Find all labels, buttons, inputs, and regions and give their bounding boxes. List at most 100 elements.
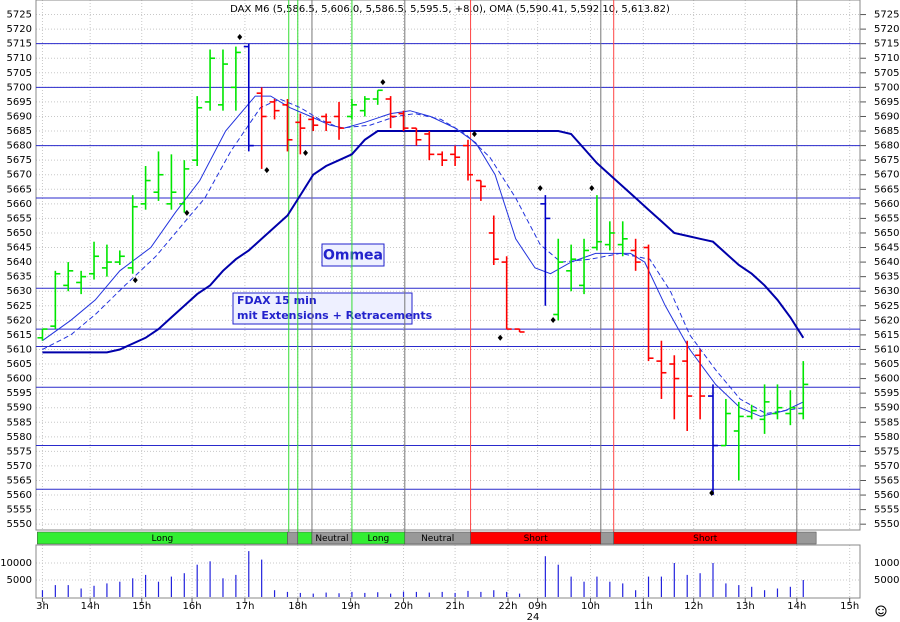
y-tick-label: 5575 bbox=[7, 446, 32, 457]
x-tick-label: 10h bbox=[581, 601, 600, 612]
swing-marker bbox=[497, 334, 503, 341]
annotation-box bbox=[321, 243, 385, 267]
y-tick-label: 5575 bbox=[874, 446, 899, 457]
y-tick-label: 5640 bbox=[7, 257, 32, 268]
y-tick-label: 5720 bbox=[7, 24, 32, 35]
chart-title: DAX M6 (5,586.5, 5,606.0, 5,586.5, 5,595… bbox=[230, 4, 670, 15]
y-tick-label: 5560 bbox=[7, 490, 32, 501]
y-tick-label: 5705 bbox=[874, 68, 899, 79]
y-tick-label: 5550 bbox=[874, 519, 899, 530]
y-tick-label: 5700 bbox=[7, 82, 32, 93]
y-tick-label: 5600 bbox=[7, 374, 32, 385]
y-tick-label: 5625 bbox=[874, 301, 899, 312]
swing-marker bbox=[709, 490, 715, 497]
y-tick-label: 5720 bbox=[874, 24, 899, 35]
y-tick-label: 5595 bbox=[874, 388, 899, 399]
y-tick-label: 5670 bbox=[874, 170, 899, 181]
x-tick-label: 19h bbox=[341, 601, 360, 612]
x-tick-label: 09h bbox=[528, 601, 547, 612]
y-tick-label: 5660 bbox=[7, 199, 32, 210]
moving-average bbox=[42, 98, 804, 415]
y-tick-label: 5645 bbox=[874, 243, 899, 254]
smiley bbox=[875, 605, 887, 617]
y-tick-label: 5630 bbox=[7, 286, 32, 297]
x-tick-label: 3h bbox=[36, 601, 49, 612]
x-tick-label: 12h bbox=[684, 601, 703, 612]
x-tick-label: 17h bbox=[235, 601, 254, 612]
regime-label: Short bbox=[524, 534, 549, 544]
smiley-mouth bbox=[878, 612, 884, 615]
y-tick-label: 5590 bbox=[874, 403, 899, 414]
swing-marker bbox=[471, 130, 477, 137]
swing-marker bbox=[589, 185, 595, 192]
y-tick-label: 5585 bbox=[874, 417, 899, 428]
y-tick-label: 5725 bbox=[874, 10, 899, 21]
y-tick-label: 5665 bbox=[874, 184, 899, 195]
y-tick-label: 5635 bbox=[7, 272, 32, 283]
y-tick-label: 5700 bbox=[874, 82, 899, 93]
swing-marker bbox=[537, 185, 543, 192]
y-tick-label: 5565 bbox=[874, 475, 899, 486]
x-tick-label: 11h bbox=[634, 601, 653, 612]
regime-segment bbox=[796, 531, 817, 545]
y-tick-label: 5570 bbox=[874, 461, 899, 472]
y-tick-label: 5620 bbox=[7, 315, 32, 326]
y-tick-label: 5685 bbox=[7, 126, 32, 137]
regime-segment bbox=[297, 531, 313, 545]
y-tick-label: 5670 bbox=[7, 170, 32, 181]
y-tick-label: 5695 bbox=[874, 97, 899, 108]
y-tick-label: 5595 bbox=[7, 388, 32, 399]
y-tick-label: 5725 bbox=[7, 10, 32, 21]
swing-marker bbox=[303, 149, 309, 156]
y-tick-label: 5685 bbox=[874, 126, 899, 137]
y-tick-label: 5710 bbox=[7, 53, 32, 64]
y-tick-label: 5580 bbox=[874, 432, 899, 443]
swing-marker bbox=[184, 209, 190, 216]
y-tick-label: 5600 bbox=[874, 374, 899, 385]
regime-label: Neutral bbox=[421, 534, 454, 544]
y-tick-label: 5560 bbox=[874, 490, 899, 501]
smiley-face bbox=[875, 605, 887, 617]
y-tick-label: 5695 bbox=[7, 97, 32, 108]
y-tick-label: 5565 bbox=[7, 475, 32, 486]
regime-label: Short bbox=[693, 534, 718, 544]
base-layer bbox=[36, 0, 866, 598]
volume-tick-label: 10000 bbox=[874, 558, 900, 569]
date-label: 24 bbox=[527, 612, 540, 622]
annotation-box bbox=[232, 292, 413, 325]
y-tick-label: 5555 bbox=[7, 505, 32, 516]
y-tick-label: 5590 bbox=[7, 403, 32, 414]
y-tick-label: 5690 bbox=[7, 111, 32, 122]
y-tick-label: 5610 bbox=[7, 344, 32, 355]
x-tick-label: 15h bbox=[132, 601, 151, 612]
swing-marker bbox=[550, 317, 556, 324]
y-tick-label: 5650 bbox=[874, 228, 899, 239]
x-tick-label: 18h bbox=[288, 601, 307, 612]
regime-segment bbox=[287, 531, 299, 545]
smiley-eye bbox=[882, 608, 884, 611]
y-tick-label: 5585 bbox=[7, 417, 32, 428]
y-tick-label: 5705 bbox=[7, 68, 32, 79]
y-tick-label: 5580 bbox=[7, 432, 32, 443]
y-tick-label: 5620 bbox=[874, 315, 899, 326]
y-tick-label: 5615 bbox=[7, 330, 32, 341]
y-tick-label: 5655 bbox=[874, 213, 899, 224]
x-tick-label: 15h bbox=[840, 601, 859, 612]
swing-marker bbox=[380, 79, 386, 86]
y-tick-label: 5675 bbox=[874, 155, 899, 166]
y-tick-label: 5645 bbox=[7, 243, 32, 254]
y-tick-label: 5715 bbox=[874, 39, 899, 50]
swing-marker bbox=[237, 33, 243, 40]
price-frame bbox=[35, 0, 861, 531]
x-tick-label: 21h bbox=[446, 601, 465, 612]
volume-tick-label: 5000 bbox=[7, 575, 32, 586]
annotation: Ommea bbox=[323, 248, 383, 264]
volume-frame bbox=[35, 544, 861, 599]
smiley-eye bbox=[878, 608, 880, 611]
regime-label: Neutral bbox=[315, 534, 348, 544]
y-tick-label: 5710 bbox=[874, 53, 899, 64]
regime-segment bbox=[600, 531, 614, 545]
x-tick-label: 20h bbox=[394, 601, 413, 612]
y-tick-label: 5660 bbox=[874, 199, 899, 210]
